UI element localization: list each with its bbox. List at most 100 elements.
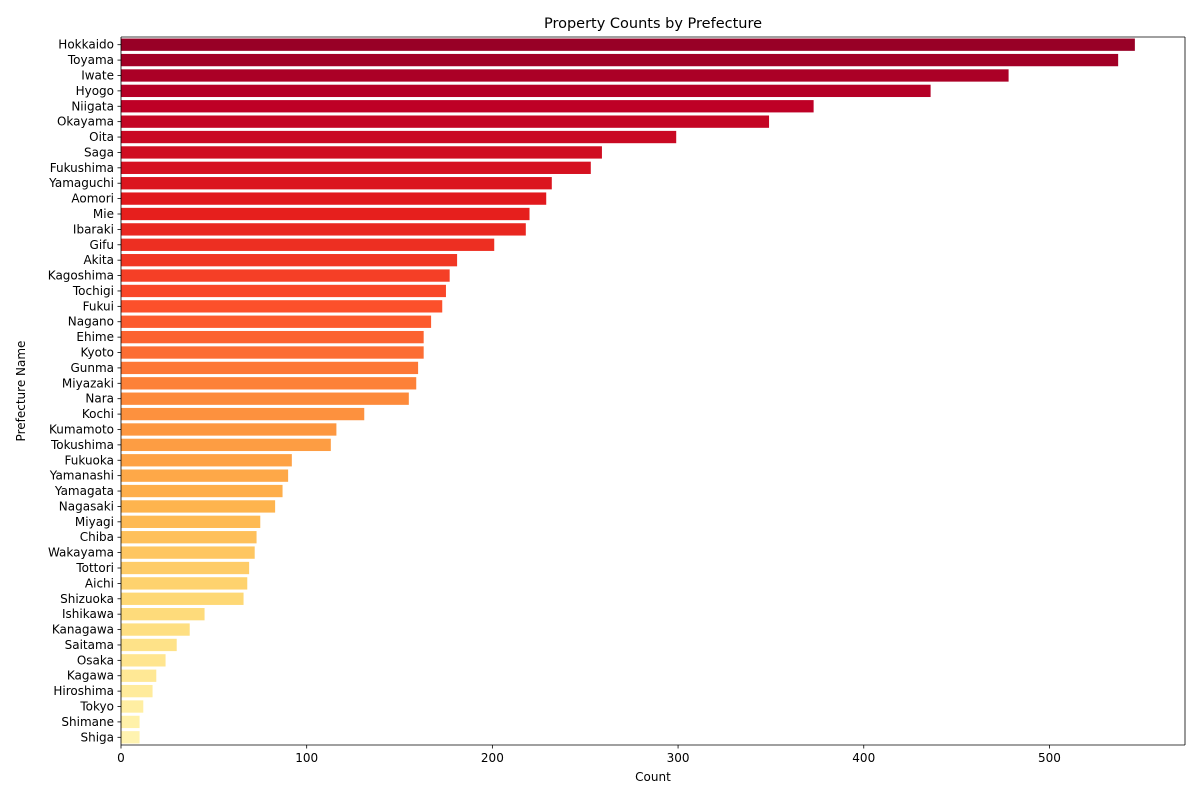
y-tick-label-akita: Akita <box>83 253 114 267</box>
bar-okayama <box>121 115 770 128</box>
bar-hiroshima <box>121 684 153 698</box>
bar-kyoto <box>121 346 424 359</box>
y-tick-label-ibaraki: Ibaraki <box>73 222 114 236</box>
bar-nara <box>121 392 409 405</box>
bar-akita <box>121 254 458 267</box>
y-tick-label-mie: Mie <box>93 207 114 221</box>
y-tick-label-miyazaki: Miyazaki <box>62 376 114 390</box>
bar-kochi <box>121 407 365 421</box>
bar-tottori <box>121 561 250 575</box>
axes-frame <box>120 36 1186 746</box>
bar-fukuoka <box>121 454 292 467</box>
y-tick-label-okayama: Okayama <box>57 115 114 129</box>
bar-hokkaido <box>121 38 1135 51</box>
bar-hyogo <box>121 84 931 98</box>
y-tick-label-gunma: Gunma <box>70 361 114 375</box>
x-axis-label: Count <box>635 770 671 784</box>
y-tick-label-fukui: Fukui <box>83 299 114 313</box>
y-tick-label-gifu: Gifu <box>90 238 114 252</box>
bar-oita <box>121 130 677 144</box>
bar-niigata <box>121 100 814 113</box>
y-tick-label-ishikawa: Ishikawa <box>62 607 114 621</box>
x-tick-label: 0 <box>117 751 125 765</box>
x-tick-label: 300 <box>667 751 690 765</box>
bar-miyazaki <box>121 377 417 390</box>
bar-ehime <box>121 330 424 344</box>
y-tick-label-kagawa: Kagawa <box>67 669 114 683</box>
bar-wakayama <box>121 546 255 559</box>
y-tick-label-wakayama: Wakayama <box>48 546 114 560</box>
bar-yamaguchi <box>121 177 552 190</box>
y-tick-label-kumamoto: Kumamoto <box>49 422 114 436</box>
bar-kanagawa <box>121 623 190 636</box>
x-tick-label: 100 <box>295 751 318 765</box>
bars-group <box>121 38 1135 744</box>
bar-nagasaki <box>121 500 276 513</box>
y-tick-label-miyagi: Miyagi <box>75 515 114 529</box>
y-tick-label-kagoshima: Kagoshima <box>48 269 114 283</box>
y-axis-label: Prefecture Name <box>14 341 28 442</box>
bar-chiba <box>121 531 257 544</box>
bar-yamanashi <box>121 469 289 482</box>
chart-title: Property Counts by Prefecture <box>544 16 762 32</box>
bar-shiga <box>121 731 140 744</box>
bar-fukushima <box>121 161 591 174</box>
y-tick-label-hyogo: Hyogo <box>76 84 114 98</box>
bar-kagawa <box>121 669 157 682</box>
bar-shimane <box>121 715 140 729</box>
y-tick-label-nagano: Nagano <box>68 315 114 329</box>
bar-nagano <box>121 315 432 328</box>
y-tick-label-shimane: Shimane <box>61 715 114 729</box>
y-tick-label-saga: Saga <box>84 145 114 159</box>
y-tick-label-kyoto: Kyoto <box>81 346 115 360</box>
y-tick-label-shiga: Shiga <box>80 730 114 744</box>
y-tick-label-nagasaki: Nagasaki <box>59 499 114 513</box>
y-tick-label-yamagata: Yamagata <box>54 484 114 498</box>
y-tick-label-hokkaido: Hokkaido <box>58 38 114 52</box>
y-tick-label-tochigi: Tochigi <box>72 284 114 298</box>
x-tick-label: 200 <box>481 751 504 765</box>
x-axis-ticks: 0 100 200 300 400 500 <box>117 745 1061 765</box>
x-tick-label: 500 <box>1038 751 1061 765</box>
y-tick-label-yamanashi: Yamanashi <box>49 469 114 483</box>
x-tick-label: 400 <box>852 751 875 765</box>
bar-aichi <box>121 577 248 590</box>
y-tick-label-yamaguchi: Yamaguchi <box>48 176 114 190</box>
y-tick-label-niigata: Niigata <box>71 99 114 113</box>
bar-iwate <box>121 69 1009 82</box>
y-tick-label-hiroshima: Hiroshima <box>53 684 114 698</box>
y-tick-label-kochi: Kochi <box>82 407 114 421</box>
y-tick-label-oita: Oita <box>89 130 114 144</box>
y-tick-label-toyama: Toyama <box>67 53 114 67</box>
bar-saitama <box>121 638 177 652</box>
bar-tokyo <box>121 700 144 713</box>
y-tick-label-shizuoka: Shizuoka <box>60 592 114 606</box>
bar-kagoshima <box>121 269 450 282</box>
bar-aomori <box>121 192 547 205</box>
bar-saga <box>121 146 602 159</box>
y-tick-label-aichi: Aichi <box>85 576 114 590</box>
bar-toyama <box>121 53 1119 67</box>
y-tick-label-fukuoka: Fukuoka <box>65 453 114 467</box>
bar-gifu <box>121 238 495 251</box>
y-tick-label-tokyo: Tokyo <box>79 700 114 714</box>
bar-ibaraki <box>121 223 526 236</box>
bar-tokushima <box>121 438 331 452</box>
y-tick-label-tottori: Tottori <box>75 561 114 575</box>
bar-tochigi <box>121 284 446 298</box>
bar-gunma <box>121 361 419 375</box>
y-tick-label-osaka: Osaka <box>77 653 114 667</box>
bar-fukui <box>121 300 443 313</box>
bar-miyagi <box>121 515 261 528</box>
y-tick-label-kanagawa: Kanagawa <box>52 623 114 637</box>
y-tick-label-chiba: Chiba <box>80 530 114 544</box>
y-tick-label-tokushima: Tokushima <box>50 438 114 452</box>
bar-mie <box>121 207 530 221</box>
bar-yamagata <box>121 484 283 498</box>
y-tick-label-ehime: Ehime <box>76 330 114 344</box>
y-tick-label-iwate: Iwate <box>81 68 114 82</box>
bar-ishikawa <box>121 608 205 621</box>
y-tick-label-fukushima: Fukushima <box>50 161 114 175</box>
y-tick-label-saitama: Saitama <box>65 638 114 652</box>
